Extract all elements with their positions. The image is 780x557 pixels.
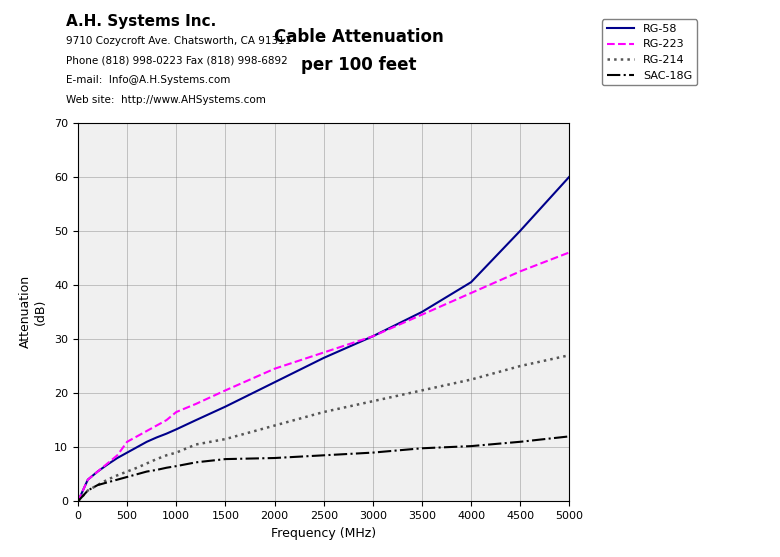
SAC-18G — [221, 456, 230, 462]
RG-223 — [142, 428, 151, 434]
RG-214 — [133, 465, 142, 471]
RG-223 — [161, 417, 171, 423]
RG-223 — [221, 387, 230, 394]
SAC-18G — [417, 445, 427, 452]
RG-58 — [93, 468, 102, 475]
Text: Phone (818) 998-0223 Fax (818) 998-6892: Phone (818) 998-0223 Fax (818) 998-6892 — [66, 56, 288, 66]
RG-214 — [417, 387, 427, 394]
SAC-18G — [191, 459, 200, 466]
RG-214 — [565, 352, 574, 359]
SAC-18G — [103, 479, 112, 486]
RG-223 — [133, 433, 142, 439]
SAC-18G — [368, 449, 378, 456]
Line: RG-223: RG-223 — [78, 252, 569, 501]
RG-58 — [73, 498, 83, 505]
RG-58 — [565, 173, 574, 180]
RG-223 — [319, 349, 328, 356]
RG-58 — [161, 431, 171, 437]
SAC-18G — [172, 463, 181, 470]
RG-58 — [83, 476, 93, 483]
SAC-18G — [466, 443, 476, 449]
RG-223 — [368, 333, 378, 340]
Text: Web site:  http://www.AHSystems.com: Web site: http://www.AHSystems.com — [66, 95, 266, 105]
SAC-18G — [142, 468, 151, 475]
Line: RG-214: RG-214 — [78, 355, 569, 501]
RG-214 — [221, 436, 230, 442]
RG-58 — [270, 379, 279, 385]
RG-223 — [516, 268, 525, 275]
RG-214 — [112, 472, 122, 478]
Line: SAC-18G: SAC-18G — [78, 436, 569, 501]
RG-214 — [172, 449, 181, 456]
SAC-18G — [93, 482, 102, 488]
RG-58 — [103, 461, 112, 468]
SAC-18G — [565, 433, 574, 439]
RG-223 — [73, 498, 83, 505]
RG-58 — [133, 444, 142, 451]
RG-58 — [221, 403, 230, 410]
SAC-18G — [83, 487, 93, 494]
SAC-18G — [270, 455, 279, 461]
RG-223 — [466, 290, 476, 296]
RG-58 — [417, 309, 427, 315]
Y-axis label: Attenuation
(dB): Attenuation (dB) — [20, 275, 48, 349]
SAC-18G — [161, 465, 171, 471]
SAC-18G — [516, 438, 525, 445]
RG-58 — [466, 279, 476, 286]
RG-214 — [516, 363, 525, 369]
Text: A.H. Systems Inc.: A.H. Systems Inc. — [66, 14, 217, 29]
RG-58 — [191, 417, 200, 423]
RG-214 — [142, 460, 151, 467]
Text: Cable Attenuation: Cable Attenuation — [274, 28, 444, 46]
RG-223 — [270, 365, 279, 372]
Text: E-mail:  Info@A.H.Systems.com: E-mail: Info@A.H.Systems.com — [66, 75, 231, 85]
RG-214 — [93, 482, 102, 488]
RG-58 — [112, 455, 122, 461]
RG-58 — [516, 227, 525, 234]
Legend: RG-58, RG-223, RG-214, SAC-18G: RG-58, RG-223, RG-214, SAC-18G — [602, 19, 697, 85]
SAC-18G — [112, 476, 122, 483]
RG-58 — [152, 434, 161, 441]
RG-214 — [161, 452, 171, 458]
SAC-18G — [133, 471, 142, 477]
RG-214 — [270, 422, 279, 429]
RG-223 — [565, 249, 574, 256]
RG-214 — [103, 476, 112, 483]
Text: 9710 Cozycroft Ave. Chatsworth, CA 91311: 9710 Cozycroft Ave. Chatsworth, CA 91311 — [66, 36, 292, 46]
RG-214 — [152, 456, 161, 462]
RG-223 — [122, 438, 132, 445]
RG-58 — [368, 333, 378, 340]
RG-58 — [142, 438, 151, 445]
RG-223 — [93, 468, 102, 475]
SAC-18G — [319, 452, 328, 458]
Text: per 100 feet: per 100 feet — [301, 56, 417, 74]
RG-58 — [319, 355, 328, 361]
RG-223 — [152, 422, 161, 429]
RG-223 — [191, 400, 200, 407]
RG-214 — [466, 376, 476, 383]
RG-214 — [368, 398, 378, 404]
SAC-18G — [152, 467, 161, 473]
RG-223 — [417, 311, 427, 318]
SAC-18G — [73, 498, 83, 505]
SAC-18G — [122, 473, 132, 480]
X-axis label: Frequency (MHz): Frequency (MHz) — [271, 526, 376, 540]
RG-223 — [172, 409, 181, 416]
Line: RG-58: RG-58 — [78, 177, 569, 501]
RG-58 — [122, 449, 132, 456]
RG-223 — [83, 476, 93, 483]
RG-223 — [103, 460, 112, 467]
RG-214 — [122, 468, 132, 475]
RG-214 — [319, 409, 328, 416]
RG-214 — [83, 487, 93, 494]
RG-214 — [73, 498, 83, 505]
RG-58 — [172, 426, 181, 433]
RG-223 — [112, 452, 122, 458]
RG-214 — [191, 441, 200, 448]
